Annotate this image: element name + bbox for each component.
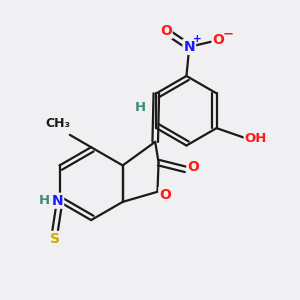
Text: O: O bbox=[188, 160, 199, 174]
Text: −: − bbox=[223, 28, 234, 41]
Text: OH: OH bbox=[244, 132, 267, 145]
Text: CH₃: CH₃ bbox=[45, 117, 70, 130]
Text: N: N bbox=[183, 40, 195, 54]
Text: N: N bbox=[52, 194, 63, 208]
Text: H: H bbox=[134, 101, 146, 114]
Text: H: H bbox=[38, 194, 50, 207]
Text: O: O bbox=[212, 33, 224, 47]
Text: O: O bbox=[160, 24, 172, 38]
Text: +: + bbox=[193, 34, 202, 44]
Text: S: S bbox=[50, 232, 60, 246]
Text: O: O bbox=[159, 188, 171, 202]
